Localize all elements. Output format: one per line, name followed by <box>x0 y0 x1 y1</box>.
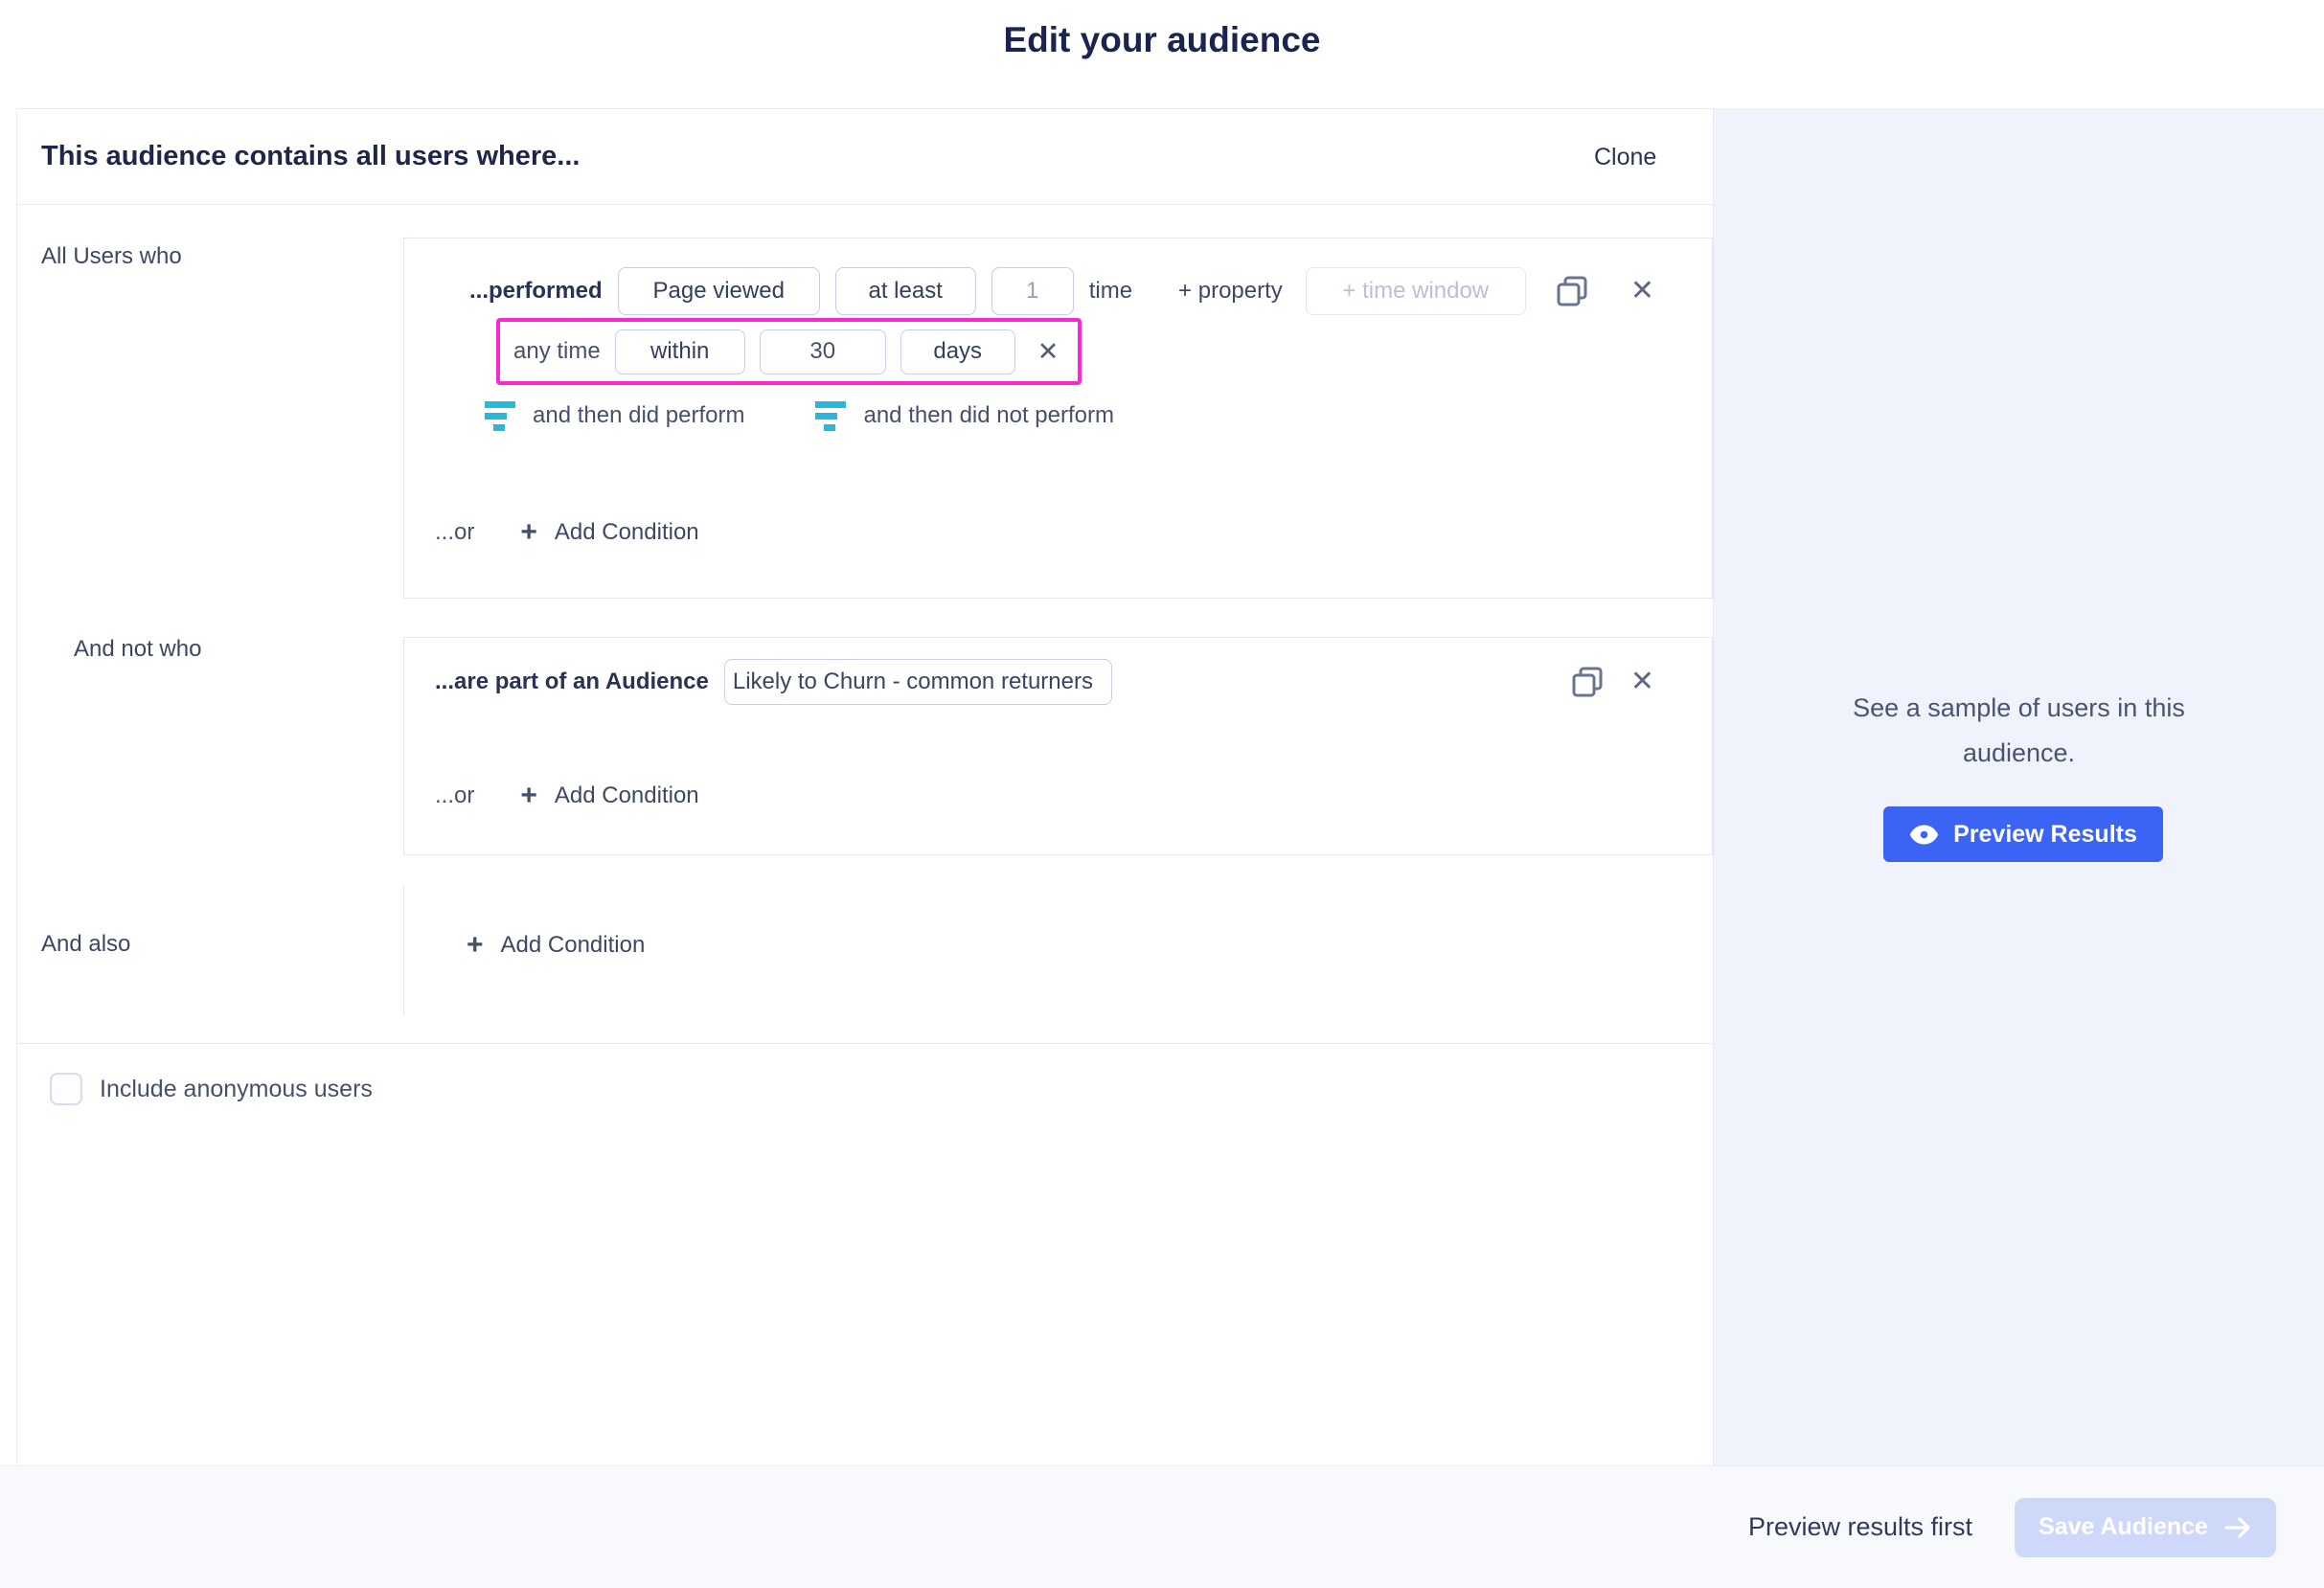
time-filter-highlight-box: any time within days ✕ <box>496 318 1082 385</box>
include-anonymous-row: Include anonymous users <box>50 1073 373 1105</box>
plus-icon: + <box>520 780 537 811</box>
include-anonymous-checkbox[interactable] <box>50 1073 82 1105</box>
add-property-button[interactable]: + property <box>1178 278 1283 304</box>
or-add-condition-row: ...or + Add Condition <box>435 512 699 553</box>
duplicate-condition-button[interactable] <box>1569 664 1606 700</box>
audience-rule-heading: This audience contains all users where..… <box>41 141 581 171</box>
options-divider <box>16 1043 1713 1044</box>
count-input[interactable] <box>991 267 1074 315</box>
footer-bar: Preview results first Save Audience <box>0 1465 2324 1588</box>
audience-prefix-label: ...are part of an Audience <box>435 669 709 694</box>
add-condition-label: Add Condition <box>500 932 646 958</box>
time-unit-button[interactable]: days <box>900 329 1015 374</box>
page-title: Edit your audience <box>1003 20 1321 59</box>
sequence-links-row: and then did perform and then did not pe… <box>485 396 1114 436</box>
include-anonymous-label: Include anonymous users <box>100 1075 373 1102</box>
condition-card-and-not-who: ...are part of an Audience ✕ ...or + Add… <box>403 637 1713 855</box>
time-label: time <box>1088 278 1133 304</box>
then-did-not-perform-link[interactable]: and then did not perform <box>815 400 1114 431</box>
header-divider <box>16 204 1713 205</box>
audience-select-input[interactable] <box>723 659 1112 705</box>
section-label-all-users: All Users who <box>41 243 182 269</box>
add-condition-button[interactable]: + Add Condition <box>520 518 698 547</box>
section-label-and-not-who: And not who <box>74 636 202 662</box>
or-label: ...or <box>435 519 475 545</box>
time-value-input[interactable] <box>759 329 886 374</box>
add-condition-label: Add Condition <box>554 783 699 808</box>
time-comparator-button[interactable]: within <box>614 329 745 374</box>
eye-icon <box>1909 825 1939 844</box>
copy-icon <box>1572 667 1603 697</box>
copy-icon <box>1557 276 1587 306</box>
condition-card-all-users: ...performed Page viewed at least time +… <box>403 238 1713 599</box>
and-also-divider <box>403 886 404 1015</box>
preview-panel-message: See a sample of users in this audience. <box>1714 686 2324 776</box>
clone-button[interactable]: Clone <box>1594 144 1657 170</box>
then-did-perform-label: and then did perform <box>533 402 745 428</box>
arrow-right-icon <box>2224 1516 2250 1538</box>
plus-icon: + <box>467 929 484 961</box>
add-condition-label: Add Condition <box>554 519 699 545</box>
then-did-not-perform-label: and then did not perform <box>863 402 1114 428</box>
event-condition-row: ...performed Page viewed at least time +… <box>469 267 1654 315</box>
section-label-and-also: And also <box>41 931 131 957</box>
preview-message-line1: See a sample of users in this <box>1853 693 2185 722</box>
any-time-label: any time <box>513 338 601 364</box>
or-add-condition-row: ...or + Add Condition <box>435 776 699 816</box>
save-audience-button[interactable]: Save Audience <box>2015 1497 2276 1557</box>
remove-condition-button[interactable]: ✕ <box>1629 666 1654 697</box>
performed-label: ...performed <box>469 278 603 304</box>
funnel-icon <box>815 400 848 431</box>
preview-results-label: Preview Results <box>1953 820 2137 848</box>
footer-hint: Preview results first <box>1747 1512 1972 1541</box>
preview-results-button[interactable]: Preview Results <box>1883 806 2163 862</box>
remove-condition-button[interactable]: ✕ <box>1629 275 1654 306</box>
then-did-perform-link[interactable]: and then did perform <box>485 400 745 431</box>
duplicate-condition-button[interactable] <box>1554 273 1590 309</box>
preview-message-line2: audience. <box>1962 738 2076 767</box>
time-window-input[interactable] <box>1305 267 1526 315</box>
funnel-icon <box>485 400 517 431</box>
plus-icon: + <box>520 516 537 548</box>
add-condition-button[interactable]: + Add Condition <box>467 931 645 960</box>
audience-condition-row: ...are part of an Audience ✕ <box>435 658 1654 706</box>
operator-select-button[interactable]: at least <box>834 267 976 315</box>
modal-left-edge <box>16 108 17 1465</box>
modal-top-divider <box>16 108 2324 109</box>
preview-panel: See a sample of users in this audience. … <box>1713 108 2324 1465</box>
save-audience-label: Save Audience <box>2039 1513 2208 1540</box>
event-select-button[interactable]: Page viewed <box>617 267 820 315</box>
remove-time-filter-button[interactable]: ✕ <box>1037 336 1059 366</box>
add-condition-button[interactable]: + Add Condition <box>520 782 698 810</box>
or-label: ...or <box>435 783 475 808</box>
